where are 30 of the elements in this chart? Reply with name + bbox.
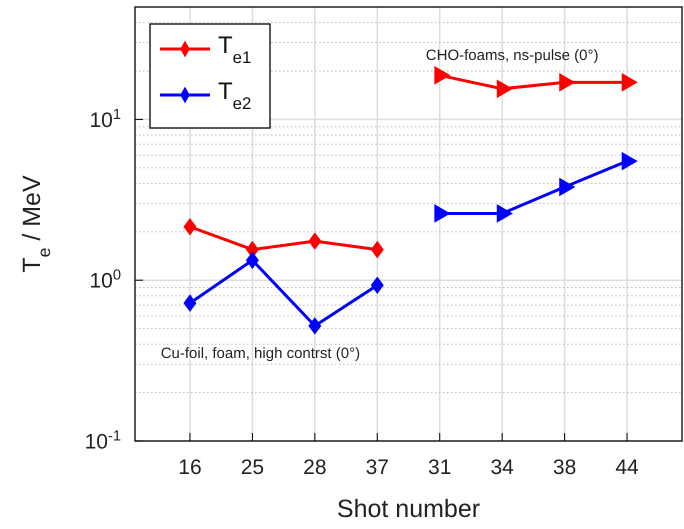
point <box>308 232 322 250</box>
annotation: CHO-foams, ns-pulse (0°) <box>426 47 599 64</box>
x-axis-title: Shot number <box>336 495 480 523</box>
point <box>246 252 259 270</box>
x-tick-label: 34 <box>490 456 514 479</box>
x-tick-label: 16 <box>178 456 202 479</box>
point <box>496 79 513 98</box>
legend-label: T$_{e1}$ <box>218 32 252 66</box>
legend-label: T$_{e2}$ <box>218 78 252 112</box>
annotation: Cu-foil, foam, high contrst (0°) <box>160 345 360 362</box>
point <box>370 240 384 258</box>
x-tick-label: 37 <box>366 456 389 479</box>
y-tick-label: 10$^{-1}$ <box>84 428 121 454</box>
point <box>370 276 384 294</box>
x-tick-label: 44 <box>615 456 640 479</box>
point <box>559 73 576 92</box>
point <box>622 73 638 92</box>
point <box>183 294 196 312</box>
y-tick-label: 10$^{1}$ <box>89 106 121 132</box>
point <box>559 178 576 196</box>
x-tick-label: 31 <box>428 456 452 479</box>
point <box>434 66 450 85</box>
point <box>308 317 322 335</box>
x-tick-label: 25 <box>240 456 264 479</box>
x-tick-label: 38 <box>552 456 576 479</box>
point <box>496 204 513 223</box>
x-tick-label: 28 <box>303 456 327 479</box>
point <box>622 152 638 170</box>
y-tick-label: 10$^{0}$ <box>89 268 121 293</box>
point <box>183 218 196 236</box>
